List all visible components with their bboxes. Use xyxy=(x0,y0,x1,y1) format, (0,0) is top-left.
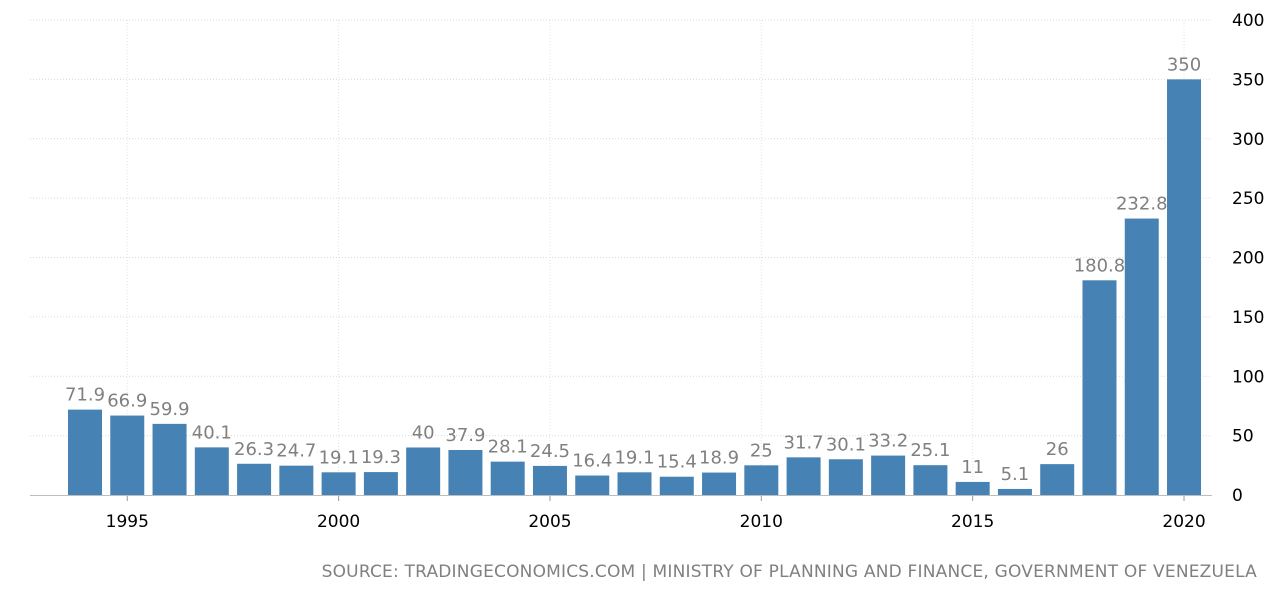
bars xyxy=(68,79,1202,496)
x-tick-label: 2015 xyxy=(951,512,994,532)
bar xyxy=(575,475,610,495)
data-label: 30.1 xyxy=(826,434,866,455)
bar xyxy=(1124,218,1159,496)
data-label: 26.3 xyxy=(234,439,274,460)
y-tick-label: 200 xyxy=(1232,249,1264,269)
bar xyxy=(363,472,398,495)
data-label: 37.9 xyxy=(445,425,485,446)
data-label: 232.8 xyxy=(1116,194,1168,215)
y-axis: 0 50 100 150 200 250 300 350 400 xyxy=(1232,11,1264,506)
grid-lines xyxy=(30,19,1212,495)
data-label: 26 xyxy=(1046,439,1069,460)
data-label: 25.1 xyxy=(910,440,950,461)
bar xyxy=(406,447,441,495)
data-label: 350 xyxy=(1167,54,1201,75)
bar xyxy=(913,465,948,495)
y-tick-label: 150 xyxy=(1232,308,1264,328)
bar xyxy=(1040,464,1075,495)
bar xyxy=(279,465,314,495)
y-tick-label: 100 xyxy=(1232,367,1264,387)
data-label: 66.9 xyxy=(107,391,147,412)
x-tick-label: 2010 xyxy=(740,512,783,532)
bar xyxy=(786,457,821,495)
bar xyxy=(152,423,187,495)
data-label: 5.1 xyxy=(1001,464,1030,485)
y-tick-label: 300 xyxy=(1232,130,1264,150)
bar xyxy=(110,415,145,495)
data-label: 33.2 xyxy=(868,431,908,452)
y-tick-label: 0 xyxy=(1232,486,1243,506)
bar xyxy=(828,459,863,495)
data-label: 24.5 xyxy=(530,441,570,462)
bar xyxy=(955,481,990,495)
bar xyxy=(702,472,737,495)
y-tick-label: 250 xyxy=(1232,189,1264,209)
bar xyxy=(321,472,356,495)
data-label: 19.1 xyxy=(319,447,359,468)
bar xyxy=(448,449,483,495)
data-label: 59.9 xyxy=(150,399,190,420)
x-tick-label: 2000 xyxy=(317,512,360,532)
x-tick-label: 2005 xyxy=(528,512,571,532)
data-label: 71.9 xyxy=(65,385,105,406)
y-tick-label: 350 xyxy=(1232,70,1264,90)
data-label: 40.1 xyxy=(192,422,232,443)
bar xyxy=(490,461,525,495)
data-label: 31.7 xyxy=(784,432,824,453)
bar xyxy=(744,465,779,495)
bar xyxy=(68,409,102,495)
data-label: 16.4 xyxy=(572,451,612,472)
bar xyxy=(532,465,567,495)
data-label: 11 xyxy=(961,457,984,478)
x-tick-label: 1995 xyxy=(106,512,149,532)
data-label: 15.4 xyxy=(657,452,697,473)
bar xyxy=(617,472,652,495)
data-label: 19.3 xyxy=(361,447,401,468)
bar xyxy=(997,488,1032,495)
bar xyxy=(659,476,694,495)
bar xyxy=(1167,79,1202,495)
data-labels: 71.9 66.9 59.940.126.3 24.7 19.1 19.340 37.928… xyxy=(65,54,1201,485)
data-label: 18.9 xyxy=(699,448,739,469)
bar xyxy=(1082,280,1117,495)
data-label: 40 xyxy=(412,423,435,444)
data-label: 25 xyxy=(750,440,773,461)
bar xyxy=(237,463,272,495)
data-label: 28.1 xyxy=(488,437,528,458)
y-tick-label: 50 xyxy=(1232,427,1254,447)
bar xyxy=(871,455,906,495)
data-label: 24.7 xyxy=(276,441,316,462)
data-label: 180.8 xyxy=(1074,255,1126,276)
y-tick-label: 400 xyxy=(1232,11,1264,31)
source-text: SOURCE: TRADINGECONOMICS.COM | MINISTRY … xyxy=(321,562,1257,582)
data-label: 19.1 xyxy=(614,447,654,468)
x-tick-label: 2020 xyxy=(1162,512,1205,532)
x-axis: 1995 2000 2005 2010 2015 2020 xyxy=(30,495,1212,532)
bar xyxy=(194,447,229,495)
